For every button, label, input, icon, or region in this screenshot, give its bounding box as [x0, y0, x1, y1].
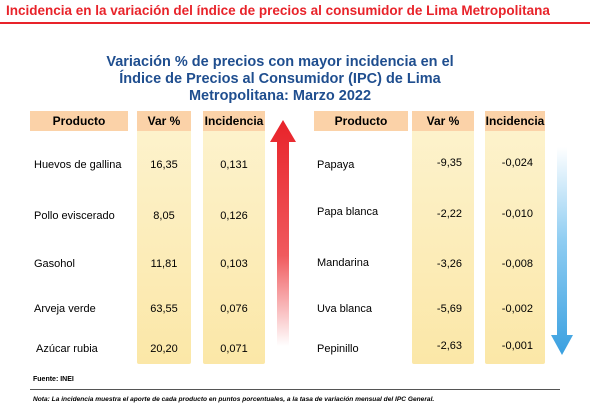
right-row-1-var: -9,35	[436, 157, 462, 169]
right-row-3-incidencia: -0,008	[501, 258, 533, 270]
footnote: Nota: La incidencia muestra el aporte de…	[33, 396, 435, 403]
right-header-var: Var %	[412, 111, 474, 131]
right-row-2-incidencia: -0,010	[501, 208, 533, 220]
right-row-5-incidencia: -0,001	[501, 340, 533, 352]
left-row-5-incidencia: 0,071	[220, 343, 248, 355]
left-row-3-producto: Gasohol	[34, 258, 75, 270]
footer-rule	[30, 389, 560, 390]
left-row-1-producto: Huevos de gallina	[34, 159, 122, 171]
chart-title-line-3: Metropolitana: Marzo 2022	[188, 88, 372, 104]
left-row-2-incidencia: 0,126	[220, 210, 248, 222]
right-header-producto: Producto	[314, 111, 408, 131]
right-incidencia-column-bg	[485, 112, 545, 364]
left-row-3-incidencia: 0,103	[220, 258, 248, 270]
document-title: Incidencia en la variación del índice de…	[6, 3, 550, 18]
left-row-4-producto: Arveja verde	[34, 303, 96, 315]
right-row-4-var: -5,69	[436, 303, 462, 315]
chart-title: Variación % de precios con mayor inciden…	[70, 54, 490, 105]
left-row-1-incidencia: 0,131	[220, 159, 248, 171]
left-row-1-var: 16,35	[150, 159, 178, 171]
right-header-incidencia: Incidencia	[485, 111, 545, 131]
right-row-4-incidencia: -0,002	[501, 303, 533, 315]
chart-title-line-1: Variación % de precios con mayor inciden…	[106, 54, 454, 70]
right-row-3-producto: Mandarina	[317, 257, 369, 269]
title-rule	[0, 22, 590, 24]
left-row-2-var: 8,05	[153, 210, 175, 222]
chart-title-line-2: Índice de Precios al Consumidor (IPC) de…	[119, 71, 441, 87]
left-row-5-var: 20,20	[150, 343, 178, 355]
right-var-column-bg	[412, 112, 474, 364]
left-row-5-producto: Azúcar rubia	[36, 343, 98, 355]
left-row-2-producto: Pollo eviscerado	[34, 210, 115, 222]
left-row-4-var: 63,55	[150, 303, 178, 315]
left-header-incidencia: Incidencia	[203, 111, 265, 131]
right-row-2-producto: Papa blanca	[317, 206, 379, 218]
right-row-5-var: -2,63	[436, 340, 462, 352]
right-row-3-var: -3,26	[436, 258, 462, 270]
right-row-5-producto: Pepinillo	[317, 343, 359, 355]
left-incidencia-column-bg	[203, 112, 265, 364]
right-row-4-producto: Uva blanca	[317, 303, 373, 315]
right-row-1-incidencia: -0,024	[501, 157, 533, 169]
right-row-2-var: -2,22	[436, 208, 462, 220]
blue-down-arrow-icon	[551, 147, 573, 355]
left-row-4-incidencia: 0,076	[220, 303, 248, 315]
left-header-var: Var %	[137, 111, 191, 131]
right-row-1-producto: Papaya	[317, 159, 355, 171]
left-row-3-var: 11,81	[150, 258, 178, 270]
left-var-column-bg	[137, 112, 191, 364]
red-up-arrow-icon	[270, 120, 296, 346]
source-label: Fuente: INEI	[33, 376, 74, 383]
left-header-producto: Producto	[30, 111, 128, 131]
